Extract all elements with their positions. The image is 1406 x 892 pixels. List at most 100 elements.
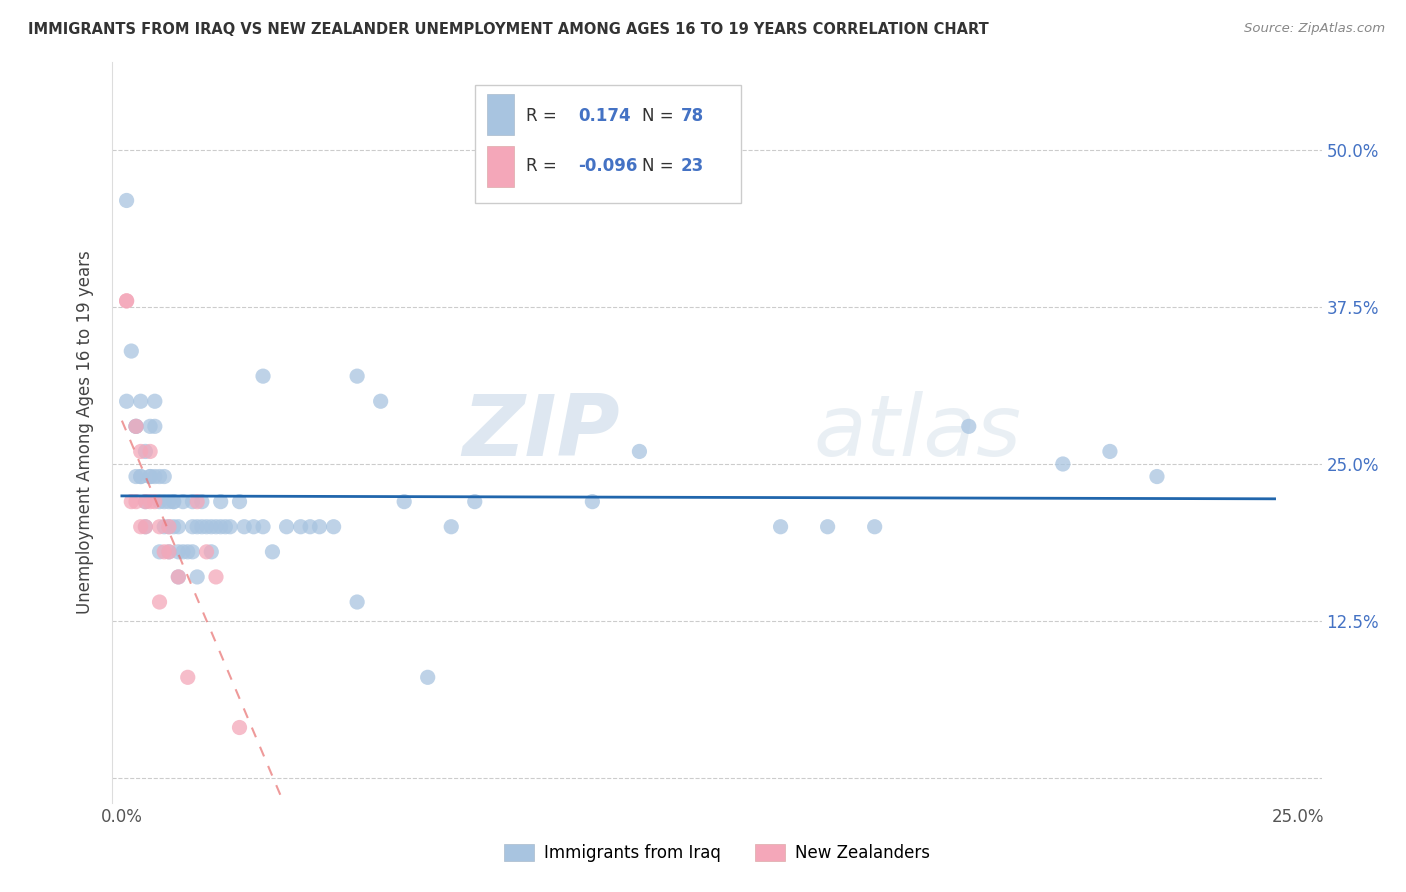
Point xyxy=(181,494,204,508)
Point xyxy=(228,721,250,735)
Point xyxy=(440,520,463,534)
Point xyxy=(157,494,180,508)
FancyBboxPatch shape xyxy=(475,85,741,203)
Point xyxy=(125,419,148,434)
Legend: Immigrants from Iraq, New Zealanders: Immigrants from Iraq, New Zealanders xyxy=(498,837,936,869)
Point xyxy=(143,394,166,409)
Text: 0.174: 0.174 xyxy=(578,107,631,125)
Point xyxy=(191,494,214,508)
Point xyxy=(242,520,264,534)
Point xyxy=(1098,444,1121,458)
Text: -0.096: -0.096 xyxy=(578,157,637,175)
Point xyxy=(115,194,138,208)
Text: 78: 78 xyxy=(681,107,704,125)
Point xyxy=(228,494,250,508)
Text: N =: N = xyxy=(643,157,673,175)
Point xyxy=(186,570,208,584)
Point xyxy=(139,444,162,458)
Point xyxy=(153,494,176,508)
Point xyxy=(214,520,236,534)
Point xyxy=(125,419,148,434)
Point xyxy=(115,394,138,409)
Point xyxy=(134,494,156,508)
Point xyxy=(167,570,190,584)
Text: ZIP: ZIP xyxy=(463,391,620,475)
Point xyxy=(134,520,156,534)
Text: N =: N = xyxy=(643,107,673,125)
Point xyxy=(157,520,180,534)
Text: R =: R = xyxy=(526,107,557,125)
Text: R =: R = xyxy=(526,157,557,175)
Point xyxy=(957,419,980,434)
Point xyxy=(252,520,274,534)
Point xyxy=(416,670,439,684)
Point xyxy=(125,494,148,508)
Point xyxy=(157,545,180,559)
Point xyxy=(346,369,368,384)
Point xyxy=(186,520,208,534)
Point xyxy=(195,545,218,559)
Point xyxy=(464,494,486,508)
Point xyxy=(299,520,322,534)
Point xyxy=(134,520,156,534)
Point xyxy=(125,469,148,483)
Point xyxy=(148,520,170,534)
Point xyxy=(628,444,651,458)
Point xyxy=(148,595,170,609)
Point xyxy=(252,369,274,384)
Point xyxy=(143,469,166,483)
Point xyxy=(153,520,176,534)
Point xyxy=(148,545,170,559)
Point xyxy=(205,520,228,534)
Point xyxy=(115,293,138,308)
Point xyxy=(290,520,312,534)
Point xyxy=(1052,457,1074,471)
Point xyxy=(125,419,148,434)
Point xyxy=(209,494,232,508)
Point xyxy=(181,545,204,559)
Text: atlas: atlas xyxy=(814,391,1022,475)
Point xyxy=(233,520,256,534)
Point xyxy=(129,469,152,483)
Point xyxy=(148,494,170,508)
Point xyxy=(276,520,298,534)
Point xyxy=(167,570,190,584)
Point xyxy=(209,520,232,534)
Point xyxy=(153,469,176,483)
Point xyxy=(322,520,344,534)
Point xyxy=(262,545,284,559)
Point xyxy=(129,520,152,534)
Point xyxy=(163,494,186,508)
Point xyxy=(817,520,839,534)
Point xyxy=(139,469,162,483)
Point xyxy=(163,494,186,508)
Point xyxy=(172,545,194,559)
Point xyxy=(143,494,166,508)
Text: Source: ZipAtlas.com: Source: ZipAtlas.com xyxy=(1244,22,1385,36)
Y-axis label: Unemployment Among Ages 16 to 19 years: Unemployment Among Ages 16 to 19 years xyxy=(76,251,94,615)
Point xyxy=(1146,469,1168,483)
Point xyxy=(139,494,162,508)
FancyBboxPatch shape xyxy=(488,146,515,186)
FancyBboxPatch shape xyxy=(488,95,515,135)
Point xyxy=(134,444,156,458)
Point xyxy=(346,595,368,609)
Point xyxy=(163,520,186,534)
Point xyxy=(200,545,222,559)
Point xyxy=(177,545,200,559)
Point xyxy=(143,419,166,434)
Point xyxy=(205,570,228,584)
Point xyxy=(167,520,190,534)
Point xyxy=(392,494,415,508)
Point xyxy=(157,520,180,534)
Text: IMMIGRANTS FROM IRAQ VS NEW ZEALANDER UNEMPLOYMENT AMONG AGES 16 TO 19 YEARS COR: IMMIGRANTS FROM IRAQ VS NEW ZEALANDER UN… xyxy=(28,22,988,37)
Point xyxy=(148,469,170,483)
Point xyxy=(120,494,142,508)
Point xyxy=(219,520,242,534)
Point xyxy=(863,520,886,534)
Text: 23: 23 xyxy=(681,157,704,175)
Point xyxy=(139,419,162,434)
Point xyxy=(172,494,194,508)
Point xyxy=(157,545,180,559)
Point xyxy=(134,494,156,508)
